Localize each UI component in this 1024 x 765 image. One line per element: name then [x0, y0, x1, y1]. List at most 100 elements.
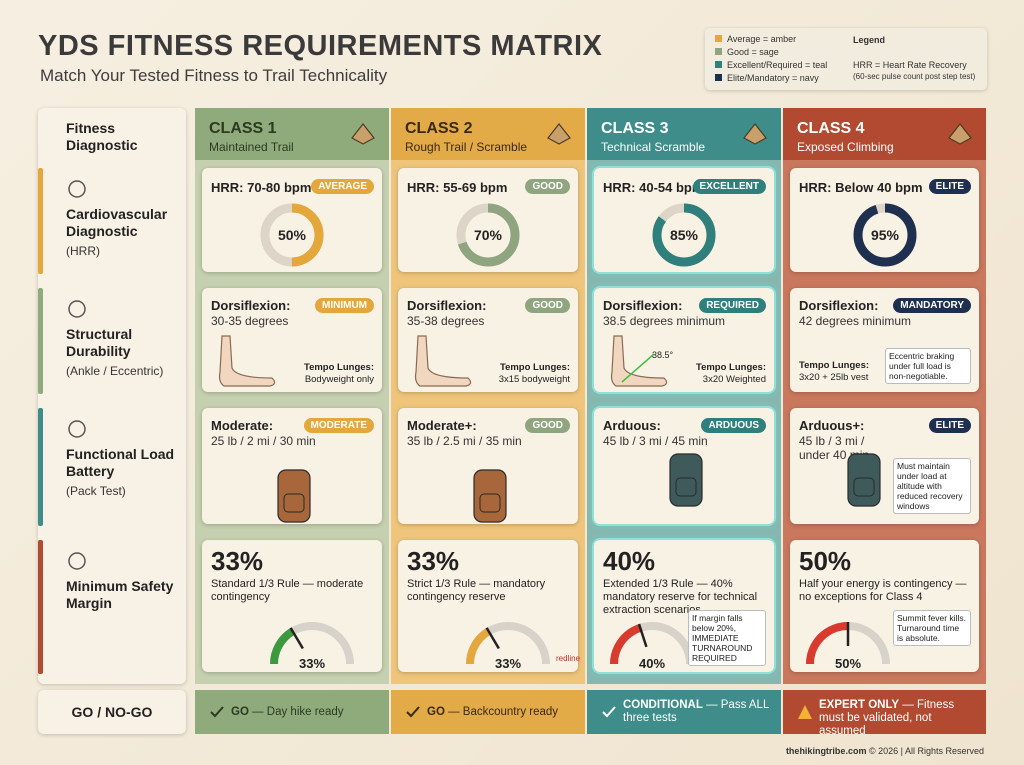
- class-icon: [743, 123, 767, 145]
- row-icon: [68, 180, 86, 198]
- lunge-title: Tempo Lunges:: [695, 362, 766, 373]
- badge: MINIMUM: [315, 298, 374, 313]
- load-title: Moderate+:: [407, 418, 477, 433]
- footer-rights: © 2026 | All Rights Reserved: [868, 746, 984, 756]
- margin-description: Extended 1/3 Rule — 40% mandatory reserv…: [603, 578, 758, 616]
- row-label-header: Fitness Diagnostic: [66, 120, 138, 153]
- row-label-name: Cardiovascular Diagnostic: [66, 206, 168, 239]
- go-status: GO: [231, 706, 249, 718]
- check-icon: [210, 706, 224, 718]
- foot-illustration: [610, 335, 668, 387]
- icon-shape: [68, 180, 86, 198]
- class-name: CLASS 1: [209, 120, 277, 137]
- hrr-ring: 95%: [853, 203, 916, 267]
- lunge-detail: 3x20 Weighted: [702, 374, 766, 385]
- lunge-detail: Bodyweight only: [304, 374, 374, 385]
- class-subtitle: Rough Trail / Scramble: [405, 140, 528, 154]
- structural-card: Dorsiflexion: 35-38 degrees GOOD Tempo Lung…: [398, 288, 578, 392]
- load-detail: 45 lb / 3 mi / 45 min: [603, 434, 708, 448]
- legend-swatch: [715, 35, 722, 42]
- hrr-label: HRR: 40-54 bpm: [603, 180, 704, 195]
- hrr-ring: 50%: [260, 203, 324, 267]
- ring-label: 95%: [870, 227, 899, 243]
- pack-body: [473, 469, 507, 523]
- dorsiflexion-detail: 42 degrees minimum: [799, 314, 912, 328]
- class-icon: [948, 123, 972, 145]
- row-label-sub: (HRR): [66, 244, 100, 258]
- margin-description: Strict 1/3 Rule — mandatory contingency …: [407, 578, 546, 603]
- legend-swatch: [715, 61, 722, 68]
- go-description: — Day hike ready: [252, 706, 344, 718]
- row-label-sub: (Pack Test): [66, 484, 126, 498]
- dorsiflexion-title: Dorsiflexion:: [211, 298, 291, 313]
- legend-note-detail: (60-sec pulse count post step test): [853, 72, 976, 81]
- load-card: Moderate+: 35 lb / 2.5 mi / 35 min GOOD: [398, 408, 578, 524]
- legend-item: Average = amber: [727, 34, 797, 44]
- legend-note: HRR = Heart Rate Recovery: [853, 60, 967, 70]
- warning-icon: [798, 705, 812, 719]
- safety-gauge: 40%: [610, 622, 694, 671]
- foot-shape: [610, 335, 668, 387]
- backpack-illustration: [669, 453, 703, 507]
- ring-label: 85%: [670, 227, 699, 243]
- class-subtitle: Exposed Climbing: [797, 140, 894, 154]
- gauge-fill: [270, 627, 295, 665]
- margin-note: Summit fever kills. Turnaround time is a…: [893, 610, 971, 646]
- pack-body: [669, 453, 703, 507]
- backpack-illustration: [847, 453, 881, 507]
- class-icon: [351, 123, 375, 145]
- lunge-detail: 3x20 + 25lb vest: [799, 372, 869, 383]
- foot-shape: [414, 335, 472, 387]
- lunge-title: Tempo Lunges:: [499, 362, 570, 373]
- class-subtitle: Maintained Trail: [209, 140, 294, 154]
- icon-shape: [743, 123, 767, 145]
- row-stripe: [38, 408, 43, 526]
- hrr-label: HRR: Below 40 bpm: [799, 180, 923, 195]
- margin-card: 50% Half your energy is contingency — no …: [790, 540, 979, 672]
- load-card: Moderate: 25 lb / 2 mi / 30 min MODERATE: [202, 408, 382, 524]
- class-name: CLASS 2: [405, 120, 473, 137]
- class-subtitle: Technical Scramble: [601, 140, 706, 154]
- class-name: CLASS 4: [797, 120, 865, 137]
- legend: Average = amber Good = sage Excellent/Requ…: [705, 28, 987, 90]
- pack-pocket: [675, 477, 697, 497]
- legend-item: Elite/Mandatory = navy: [727, 73, 819, 83]
- badge: ELITE: [928, 418, 971, 433]
- row-icon: [68, 552, 86, 570]
- row-stripe: [38, 540, 43, 674]
- lunge-title: Tempo Lunges:: [799, 360, 870, 371]
- ring-arc: [853, 203, 916, 267]
- go-text: EXPERT ONLY — Fitness must be validated,…: [819, 699, 976, 738]
- legend-swatch: [715, 74, 722, 81]
- page-subtitle: Match Your Tested Fitness to Trail Techn…: [40, 66, 388, 85]
- margin-percent: 40%: [603, 546, 656, 576]
- load-card: Arduous: 45 lb / 3 mi / 45 min ARDUOUS: [594, 408, 774, 524]
- legend-item: Excellent/Required = teal: [727, 60, 828, 70]
- margin-card: 33% Strict 1/3 Rule — mandatory contingen…: [398, 540, 581, 672]
- cardio-card: HRR: 55-69 bpm GOOD 70%: [398, 168, 578, 272]
- pack-pocket: [479, 493, 501, 513]
- row-label-name: Functional Load Battery: [66, 446, 175, 479]
- backpack-illustration: [277, 469, 311, 523]
- redline-label: redline: [556, 654, 581, 663]
- dorsiflexion-title: Dorsiflexion:: [603, 298, 683, 313]
- row-stripe: [38, 288, 43, 394]
- margin-percent: 33%: [211, 546, 264, 576]
- load-detail: 35 lb / 2.5 mi / 35 min: [407, 434, 522, 448]
- foot-illustration: [414, 335, 472, 387]
- page-title: YDS FITNESS REQUIREMENTS MATRIX: [38, 30, 603, 62]
- gauge-label: 40%: [639, 656, 665, 671]
- cardio-card: HRR: 70-80 bpm AVERAGE 50%: [202, 168, 382, 272]
- gauge-needle: [485, 627, 500, 650]
- icon-shape: [351, 123, 375, 145]
- column-header: CLASS 1 Maintained Trail: [195, 108, 389, 160]
- go-cell: GO — Day hike ready: [195, 690, 389, 734]
- go-text: GO — Day hike ready: [231, 706, 379, 719]
- safety-gauge: 33%: [270, 622, 354, 671]
- badge: ELITE: [928, 179, 971, 194]
- gauge-needle: [637, 623, 648, 648]
- dorsiflexion-detail: 30-35 degrees: [211, 314, 289, 328]
- row-label-panel: Fitness Diagnostic Cardiovascular Diagnos…: [38, 108, 186, 684]
- row-label-name: Structural Durability: [66, 326, 133, 359]
